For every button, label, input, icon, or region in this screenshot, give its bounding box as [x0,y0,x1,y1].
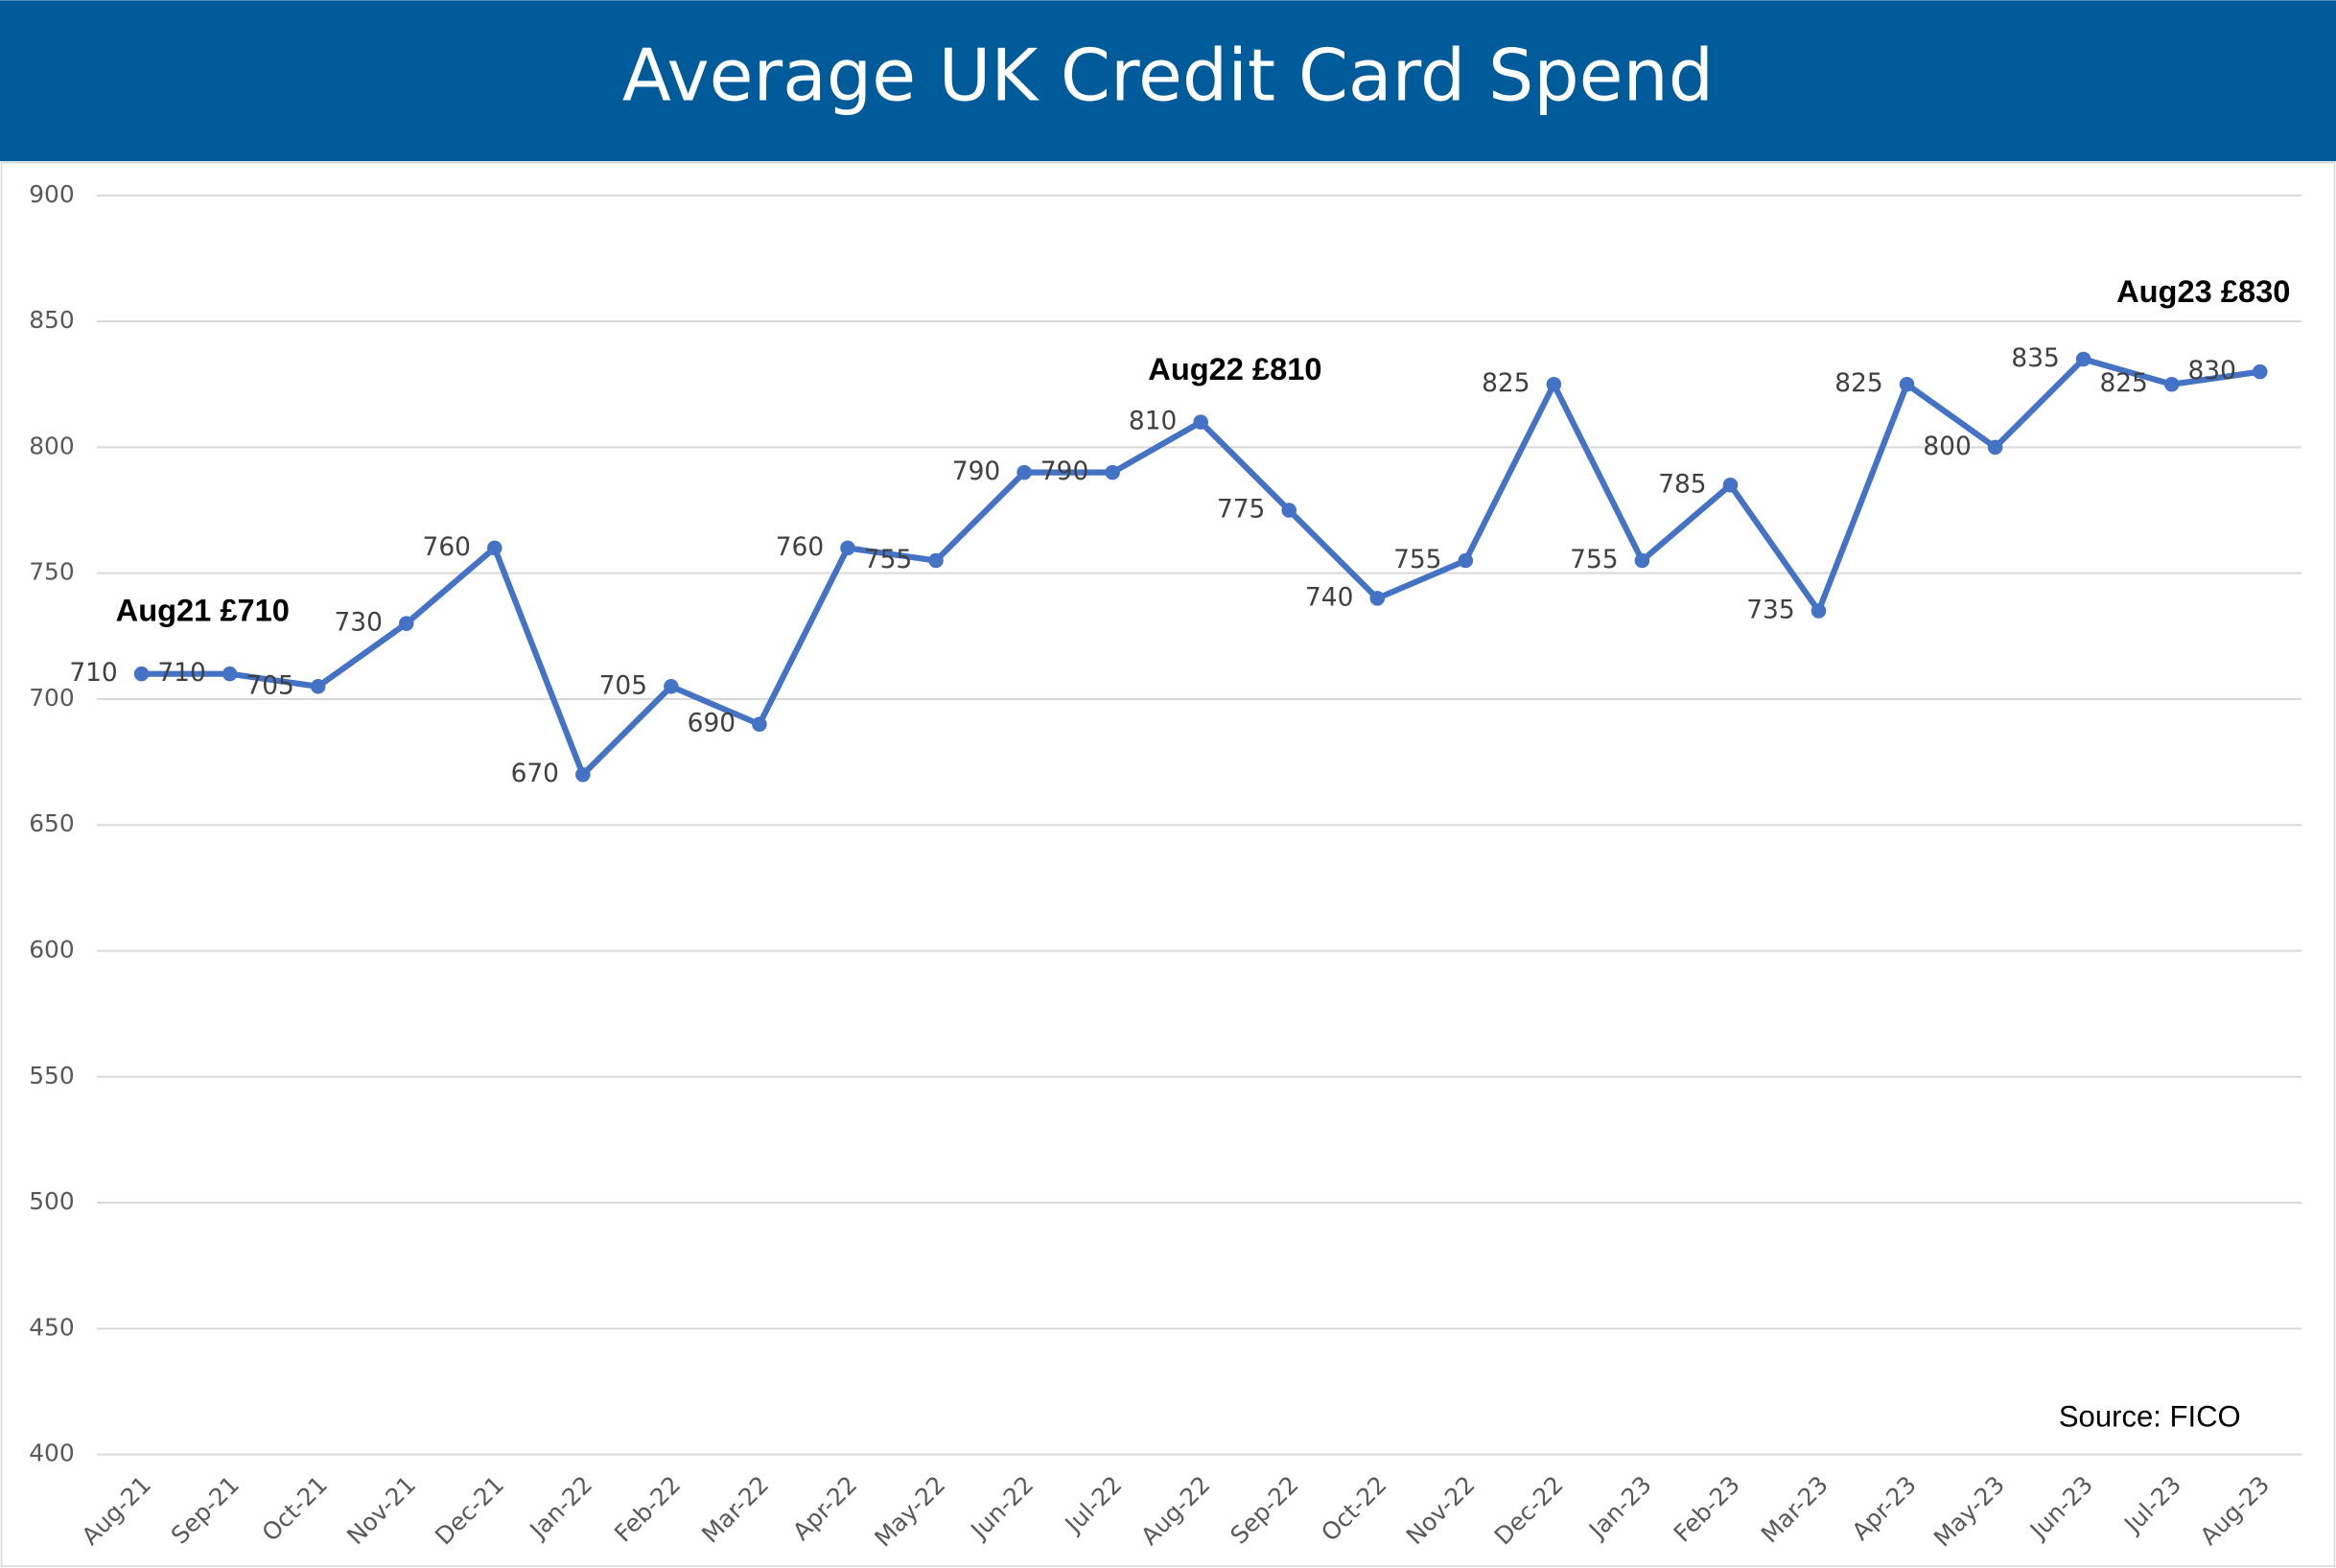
header-bar [0,0,2336,162]
y-tick-label: 400 [29,1439,74,1467]
x-tick-label: Jul-22 [1059,1470,1128,1539]
annotation: Aug23 £830 [2116,273,2290,309]
data-point [1546,376,1562,392]
y-tick-label: 800 [29,432,74,459]
data-label: 710 [69,658,117,688]
data-label: 730 [334,608,382,638]
x-tick-label: Oct-22 [1316,1470,1392,1547]
data-label: 670 [511,759,559,788]
x-tick-label: Mar-23 [1756,1470,1834,1548]
y-tick-label: 600 [29,935,74,963]
data-label: 705 [599,670,647,700]
data-label: 760 [776,532,824,562]
x-tick-label: Aug-21 [76,1470,156,1551]
x-tick-label: Apr-22 [787,1470,862,1545]
x-tick-label: Sep-21 [166,1470,245,1549]
annotation: Aug21 £710 [116,592,290,627]
chart-title: Average UK Credit Card Spend [622,35,1714,118]
y-tick-label: 900 [29,180,74,208]
data-point [1722,478,1739,493]
data-label: 800 [1923,432,1971,461]
x-tick-label: Sep-22 [1225,1470,1303,1549]
plot-frame [0,161,2336,1567]
x-tick-label: Jun-23 [2023,1470,2098,1545]
x-tick-label: Jul-23 [2117,1470,2186,1539]
x-tick-label: May-22 [869,1470,950,1552]
data-label: 755 [1393,545,1441,574]
x-tick-label: Dec-22 [1489,1470,1569,1550]
x-tick-label: Jan-23 [1582,1470,1657,1545]
x-tick-label: Feb-23 [1669,1470,1745,1547]
data-point [1987,439,2003,456]
x-tick-label: May-23 [1928,1470,2010,1552]
data-point [133,666,150,682]
y-tick-label: 500 [29,1187,74,1215]
x-tick-label: Feb-22 [609,1470,686,1547]
data-label: 710 [157,658,205,688]
y-tick-label: 550 [29,1062,74,1089]
x-tick-label: Nov-22 [1401,1470,1481,1550]
data-label: 705 [245,670,293,700]
x-tick-label: Mar-22 [696,1470,774,1548]
data-label: 785 [1658,469,1706,499]
x-tick-label: Nov-21 [341,1470,421,1550]
data-point [487,540,502,556]
data-label: 825 [1482,368,1530,398]
data-label: 825 [2099,368,2147,398]
x-tick-label: Aug-23 [2195,1470,2276,1551]
data-point [1193,414,1208,430]
data-label: 775 [1217,495,1265,525]
annotation: Aug22 £810 [1148,351,1321,386]
data-point [1899,376,1915,392]
x-tick-label: Dec-21 [430,1470,509,1550]
data-point [752,716,767,732]
data-label: 735 [1746,596,1794,625]
data-point [2163,376,2180,392]
y-tick-label: 700 [29,684,74,712]
source-note: Source: FICO [2059,1400,2241,1434]
y-tick-label: 450 [29,1313,74,1341]
data-point [398,616,414,631]
data-label: 835 [2011,343,2059,373]
data-point [2253,363,2268,380]
x-tick-label: Aug-22 [1135,1470,1216,1551]
data-label: 825 [1834,368,1882,398]
data-point [1281,503,1296,518]
x-tick-label: Jan-22 [524,1470,598,1545]
data-label: 690 [688,709,736,738]
data-label: 790 [952,456,1000,486]
y-tick-label: 750 [29,558,74,586]
data-label: 830 [2188,356,2236,386]
y-tick-label: 650 [29,809,74,837]
data-point [664,679,679,694]
data-point [1105,464,1120,480]
data-point [928,552,944,569]
data-label: 755 [1570,545,1618,574]
data-point [1810,603,1827,619]
data-label: 760 [423,532,471,562]
data-point [2075,351,2091,367]
data-point [1458,552,1474,569]
data-label: 810 [1129,407,1177,436]
data-point [1369,591,1386,606]
y-tick-label: 850 [29,306,74,334]
data-point [840,540,855,556]
data-label: 790 [1040,456,1088,486]
data-label: 740 [1305,582,1353,612]
data-point [1016,464,1032,480]
x-tick-label: Apr-23 [1847,1470,1922,1545]
x-tick-label: Oct-21 [257,1470,334,1547]
data-label: 755 [864,545,912,574]
data-point [1634,552,1650,569]
x-tick-label: Jun-22 [964,1470,1039,1545]
data-point [310,679,326,694]
data-point [575,766,591,783]
data-point [222,666,238,682]
